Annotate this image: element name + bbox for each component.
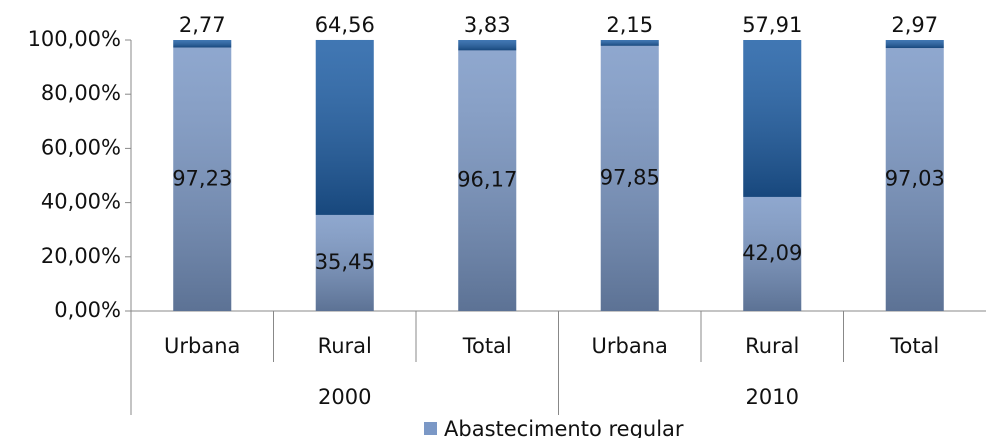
x-tick-label: Total [462,334,512,358]
value-label: 2,77 [179,13,226,37]
x-tick-label: Urbana [164,334,240,358]
y-tick-label: 0,00% [54,298,121,322]
bar-shade [743,196,802,311]
value-label: 64,56 [315,13,375,37]
value-label: 3,83 [464,13,511,37]
bar-shade [743,40,802,197]
bar-shade [315,214,374,311]
y-tick-label: 100,00% [28,27,121,51]
bar-shade [885,48,944,311]
value-label: 2,97 [891,13,938,37]
x-tick-label: Urbana [592,334,668,358]
legend-label: Abastecimento regular [444,417,684,438]
y-tick-label: 60,00% [41,135,121,159]
bar-shade [885,40,944,49]
value-label: 2,15 [606,13,653,37]
bar-shade [600,45,659,311]
value-label: 96,17 [457,168,517,192]
value-label: 42,09 [742,241,802,265]
x-tick-label: Rural [318,334,372,358]
y-tick-label: 20,00% [41,244,121,268]
value-label: 97,85 [600,165,660,189]
x-tick-label: Total [889,334,939,358]
value-label: 97,03 [885,167,945,191]
bar-shade [458,40,517,51]
bar-shade [173,40,232,48]
value-label: 35,45 [315,250,375,274]
bar-shade [458,50,517,311]
value-label: 97,23 [172,166,232,190]
group-label: 2000 [318,385,371,409]
bar-shade [315,39,374,215]
bar-shade [173,47,232,311]
legend-swatch [424,422,437,435]
y-tick-label: 40,00% [41,190,121,214]
group-label: 2010 [746,385,799,409]
x-tick-label: Rural [745,334,799,358]
y-tick-label: 80,00% [41,81,121,105]
bar-shade [600,40,659,46]
value-label: 57,91 [742,13,802,37]
